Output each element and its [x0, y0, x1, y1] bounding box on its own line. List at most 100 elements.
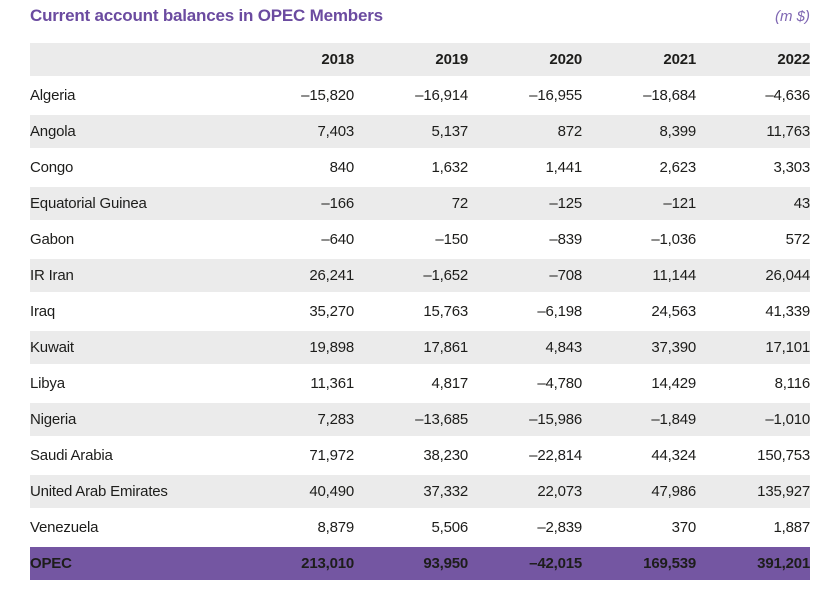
value-cell: –6,198: [537, 303, 582, 320]
value-cell: –4,780: [537, 375, 582, 392]
value-cell: 572: [785, 231, 811, 248]
country-cell: Angola: [30, 115, 240, 148]
table-row: Iraq 35,270 15,763 –6,198 24,563 41,339: [30, 295, 810, 328]
table-row: Gabon –640 –150 –839 –1,036 572: [30, 223, 810, 256]
value-cell: –13,685: [354, 403, 468, 436]
country-cell: Algeria: [30, 87, 76, 104]
total-value-cell: –42,015: [468, 547, 582, 580]
value-cell: 72: [354, 187, 468, 220]
table-row: Algeria –15,820 –16,914 –16,955 –18,684 –4,63…: [30, 79, 810, 112]
value-cell: –640: [321, 231, 354, 248]
value-cell: 11,763: [696, 115, 810, 148]
table-head: 2018 2019 2020 2021 2022: [30, 43, 810, 76]
table-row: Equatorial Guinea –166 72 –125 –121 43: [30, 187, 810, 220]
value-cell: 17,101: [696, 331, 810, 364]
value-cell: 150,753: [757, 447, 810, 464]
value-cell: –150: [435, 231, 468, 248]
value-cell: 1,632: [431, 159, 468, 176]
country-cell: Saudi Arabia: [30, 447, 113, 464]
country-cell: Kuwait: [30, 331, 240, 364]
value-cell: –15,986: [468, 403, 582, 436]
country-cell: Gabon: [30, 231, 75, 248]
value-cell: 2,623: [659, 159, 696, 176]
value-cell: 41,339: [765, 303, 810, 320]
total-value-cell: 391,201: [696, 547, 810, 580]
value-cell: 7,283: [240, 403, 354, 436]
total-value-cell: 169,539: [582, 547, 696, 580]
table-body: Algeria –15,820 –16,914 –16,955 –18,684 –4,63…: [30, 79, 810, 544]
value-cell: 8,116: [774, 375, 811, 392]
country-cell: Iraq: [30, 303, 56, 320]
value-cell: 14,429: [651, 375, 696, 392]
table-row: Angola 7,403 5,137 872 8,399 11,763: [30, 115, 810, 148]
total-value-cell: 93,950: [354, 547, 468, 580]
year-header: 2022: [696, 43, 810, 76]
year-header: 2020: [468, 43, 582, 76]
value-cell: –15,820: [301, 87, 354, 104]
value-cell: –16,914: [415, 87, 468, 104]
total-value-cell: 213,010: [240, 547, 354, 580]
value-cell: 5,506: [431, 519, 468, 536]
total-label-cell: OPEC: [30, 547, 240, 580]
table-row: United Arab Emirates 40,490 37,332 22,073 47…: [30, 475, 810, 508]
value-cell: –1,036: [651, 231, 696, 248]
value-cell: –166: [240, 187, 354, 220]
value-cell: 24,563: [651, 303, 696, 320]
country-cell: Congo: [30, 159, 74, 176]
value-cell: 840: [329, 159, 355, 176]
value-cell: 26,044: [696, 259, 810, 292]
value-cell: 8,399: [582, 115, 696, 148]
table-row: Libya 11,361 4,817 –4,780 14,429 8,116: [30, 367, 810, 400]
value-cell: –16,955: [529, 87, 582, 104]
value-cell: –1,849: [582, 403, 696, 436]
value-cell: 4,843: [468, 331, 582, 364]
value-cell: 44,324: [651, 447, 696, 464]
value-cell: 35,270: [309, 303, 354, 320]
value-cell: 38,230: [423, 447, 468, 464]
year-header: 2019: [354, 43, 468, 76]
table-row: Saudi Arabia 71,972 38,230 –22,814 44,324 150…: [30, 439, 810, 472]
table-foot: OPEC 213,010 93,950 –42,015 169,539 391,…: [30, 547, 810, 580]
table-row: Congo 840 1,632 1,441 2,623 3,303: [30, 151, 810, 184]
unit-label: (m $): [775, 8, 810, 25]
country-cell: Nigeria: [30, 403, 240, 436]
value-cell: 1,441: [545, 159, 582, 176]
value-cell: –1,010: [696, 403, 810, 436]
value-cell: 8,879: [317, 519, 354, 536]
year-header-row: 2018 2019 2020 2021 2022: [30, 43, 810, 76]
value-cell: –1,652: [354, 259, 468, 292]
value-cell: –125: [468, 187, 582, 220]
value-cell: 872: [468, 115, 582, 148]
value-cell: 370: [671, 519, 697, 536]
country-cell: Libya: [30, 375, 65, 392]
value-cell: 37,332: [354, 475, 468, 508]
value-cell: –2,839: [537, 519, 582, 536]
corner-cell: [30, 43, 240, 76]
table-row: IR Iran 26,241 –1,652 –708 11,144 26,044: [30, 259, 810, 292]
value-cell: –839: [549, 231, 582, 248]
page-title: Current account balances in OPEC Members: [30, 6, 383, 25]
balances-table: 2018 2019 2020 2021 2022 Algeria –15,820 –…: [30, 40, 810, 583]
total-row: OPEC 213,010 93,950 –42,015 169,539 391,…: [30, 547, 810, 580]
value-cell: 135,927: [696, 475, 810, 508]
value-cell: 15,763: [423, 303, 468, 320]
value-cell: 1,887: [773, 519, 810, 536]
value-cell: 26,241: [240, 259, 354, 292]
value-cell: 19,898: [240, 331, 354, 364]
value-cell: 11,144: [582, 259, 696, 292]
value-cell: 3,303: [773, 159, 810, 176]
table-header-bar: Current account balances in OPEC Members…: [30, 6, 810, 26]
table-row: Venezuela 8,879 5,506 –2,839 370 1,887: [30, 511, 810, 544]
value-cell: 37,390: [582, 331, 696, 364]
value-cell: 5,137: [354, 115, 468, 148]
value-cell: 17,861: [354, 331, 468, 364]
country-cell: United Arab Emirates: [30, 475, 240, 508]
table-row: Nigeria 7,283 –13,685 –15,986 –1,849 –1,010: [30, 403, 810, 436]
year-header: 2018: [240, 43, 354, 76]
table-row: Kuwait 19,898 17,861 4,843 37,390 17,101: [30, 331, 810, 364]
value-cell: 47,986: [582, 475, 696, 508]
value-cell: 71,972: [309, 447, 354, 464]
country-cell: Equatorial Guinea: [30, 187, 240, 220]
value-cell: 11,361: [310, 375, 354, 392]
